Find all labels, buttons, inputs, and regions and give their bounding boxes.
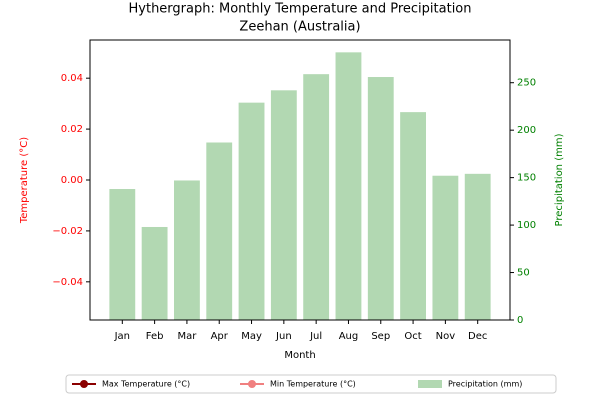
bar	[400, 112, 426, 320]
bar	[174, 180, 200, 320]
y2-axis-label: Precipitation (mm)	[554, 133, 565, 226]
x-tick-label: Feb	[146, 331, 164, 342]
legend-label: Max Temperature (°C)	[102, 380, 190, 389]
x-tick-label: Sep	[371, 331, 390, 342]
y-tick-label: 0.02	[61, 124, 83, 135]
bar	[238, 102, 265, 320]
y2-tick-label: 150	[517, 173, 536, 184]
legend-patch	[418, 380, 442, 388]
x-axis-label: Month	[284, 350, 315, 361]
legend-label: Min Temperature (°C)	[270, 380, 356, 389]
bar	[303, 74, 330, 320]
y-tick-label: 0.04	[61, 73, 83, 84]
x-tick-label: Mar	[177, 331, 197, 342]
bar	[206, 142, 233, 320]
x-tick-label: Jun	[275, 331, 292, 342]
y2-tick-label: 50	[517, 268, 530, 279]
legend-marker	[80, 380, 88, 388]
bar	[141, 226, 168, 320]
y-tick-label: −0.02	[52, 226, 83, 237]
x-tick-label: May	[241, 331, 262, 342]
legend-marker	[248, 380, 256, 388]
y2-tick-label: 250	[517, 78, 536, 89]
bar	[367, 77, 394, 320]
x-tick-label: Aug	[339, 331, 359, 342]
y-tick-label: 0.00	[61, 175, 83, 186]
y2-tick-label: 200	[517, 125, 536, 136]
chart-subtitle: Zeehan (Australia)	[239, 20, 360, 35]
legend-box	[65, 374, 557, 394]
chart-title: Hythergraph: Monthly Temperature and Pre…	[129, 2, 472, 17]
y2-tick-label: 100	[517, 220, 536, 231]
x-tick-label: Dec	[468, 331, 487, 342]
x-tick-label: Oct	[404, 331, 421, 342]
x-tick-label: Jan	[114, 331, 130, 342]
legend-label: Precipitation (mm)	[448, 380, 522, 389]
bar	[464, 173, 491, 320]
x-tick-label: Nov	[436, 331, 456, 342]
bar	[270, 90, 297, 320]
y2-tick-label: 0	[517, 315, 523, 326]
x-tick-label: Jul	[309, 331, 322, 342]
x-tick-label: Apr	[211, 331, 229, 342]
bar	[335, 52, 362, 320]
bar	[109, 189, 136, 320]
bar	[432, 175, 459, 320]
y-tick-label: −0.04	[52, 277, 83, 288]
y-axis-label: Temperature (°C)	[19, 137, 30, 224]
